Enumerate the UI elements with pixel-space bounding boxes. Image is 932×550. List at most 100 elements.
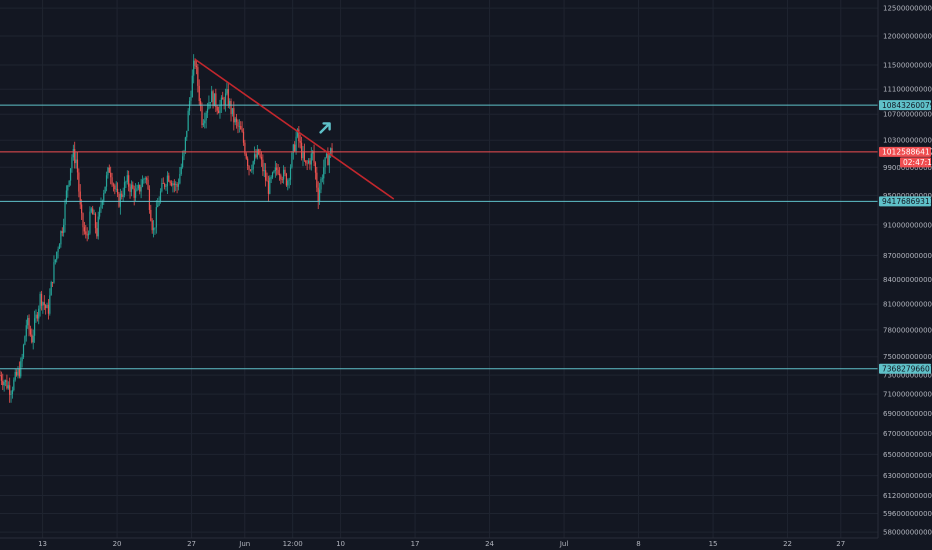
candle-body xyxy=(7,385,9,389)
countdown-box xyxy=(900,157,931,168)
y-tick-label: 120000000000 xyxy=(883,32,932,40)
candle-body xyxy=(32,335,34,343)
y-tick-label: 61200000000 xyxy=(883,492,932,500)
candle-body xyxy=(301,142,303,159)
candle-body xyxy=(327,153,329,166)
candle-body xyxy=(56,251,58,260)
candle-body xyxy=(134,190,137,198)
candle-body xyxy=(280,175,282,180)
candle-body xyxy=(53,262,55,283)
candle-body xyxy=(184,137,186,151)
candle-body xyxy=(314,162,317,173)
candle-body xyxy=(123,182,126,196)
price-label-box xyxy=(879,363,931,374)
y-tick-label: 59600000000 xyxy=(883,510,932,518)
candle-body xyxy=(310,153,312,165)
candle-body xyxy=(154,227,156,229)
candle-body xyxy=(33,318,36,336)
candle-body xyxy=(36,314,38,319)
candle-body xyxy=(331,148,333,153)
candle-body xyxy=(3,382,5,386)
candle-body xyxy=(39,293,41,309)
candle-body xyxy=(274,167,276,172)
candle-body xyxy=(68,180,70,186)
price-label-box xyxy=(879,146,931,157)
candle-body xyxy=(211,91,213,103)
candle-body xyxy=(220,97,222,106)
y-axis: 125000000000 120000000000 115000000000 1110… xyxy=(877,0,932,538)
candle-body xyxy=(271,172,274,178)
candle-body xyxy=(263,170,265,172)
candle-body xyxy=(318,189,321,202)
candle-body xyxy=(85,231,87,235)
candle-body xyxy=(251,169,253,171)
candle-body xyxy=(175,184,177,185)
candle-body xyxy=(265,170,267,181)
candle-body xyxy=(17,369,19,376)
candle-body xyxy=(212,91,214,107)
candle-body xyxy=(152,227,155,231)
candle-body xyxy=(27,317,29,326)
y-tick-label: 95000000000 xyxy=(883,192,932,200)
candle-body xyxy=(276,167,278,171)
candle-body xyxy=(205,112,207,121)
candle-body xyxy=(50,282,52,296)
candle-body xyxy=(146,178,148,180)
candle-body xyxy=(35,314,37,319)
candle-body xyxy=(169,181,171,183)
candle-body xyxy=(67,185,69,191)
candle-body xyxy=(103,193,105,201)
candle-body xyxy=(269,177,271,194)
candle-body xyxy=(281,179,283,181)
candle-body xyxy=(49,295,51,314)
candle-body xyxy=(76,159,79,173)
candle-body xyxy=(303,151,305,161)
candle-body xyxy=(112,184,115,186)
candle-body xyxy=(166,175,169,187)
candle-body xyxy=(111,177,113,185)
chart-grid xyxy=(0,0,878,538)
candle-body xyxy=(90,208,92,212)
candle-body xyxy=(140,186,142,192)
candle-body xyxy=(75,159,77,164)
candle-body xyxy=(328,155,330,166)
candle-body xyxy=(177,183,180,187)
candle-body xyxy=(291,152,293,168)
candle-body xyxy=(157,205,159,208)
candle-body xyxy=(69,168,72,181)
candle-body xyxy=(238,125,240,127)
candle-body xyxy=(266,180,268,182)
candle-body xyxy=(159,191,162,202)
candle-body xyxy=(2,380,4,386)
y-tick-label: 115000000000 xyxy=(883,62,932,70)
x-tick-label: 20 xyxy=(113,540,122,548)
y-tick-label: 75000000000 xyxy=(883,353,932,361)
candle-body xyxy=(302,151,304,159)
y-tick-label: 111000000000 xyxy=(883,86,932,94)
candle-body xyxy=(256,149,258,158)
candle-body xyxy=(320,178,322,190)
candle-body xyxy=(253,154,256,162)
candle-body xyxy=(168,175,170,182)
candle-body xyxy=(105,175,108,187)
candle-body xyxy=(191,75,193,97)
candle-body xyxy=(242,131,245,143)
y-tick-label: 58000000000 xyxy=(883,529,932,537)
y-tick-label: 69000000000 xyxy=(883,410,932,418)
price-lines xyxy=(0,104,878,370)
candle-body xyxy=(22,344,25,358)
y-tick-label: 67000000000 xyxy=(883,430,932,438)
candle-body xyxy=(14,371,16,380)
candle-body xyxy=(0,375,1,376)
candle-body xyxy=(201,106,203,126)
candle-body xyxy=(31,334,33,343)
trendline xyxy=(194,58,395,200)
candle-body xyxy=(249,169,252,171)
candle-body xyxy=(222,97,224,100)
candle-body xyxy=(81,204,83,214)
price-label-text: 101258864177 xyxy=(882,148,932,157)
candle-body xyxy=(150,209,152,221)
candle-body xyxy=(193,60,195,76)
candle-body xyxy=(129,186,131,192)
